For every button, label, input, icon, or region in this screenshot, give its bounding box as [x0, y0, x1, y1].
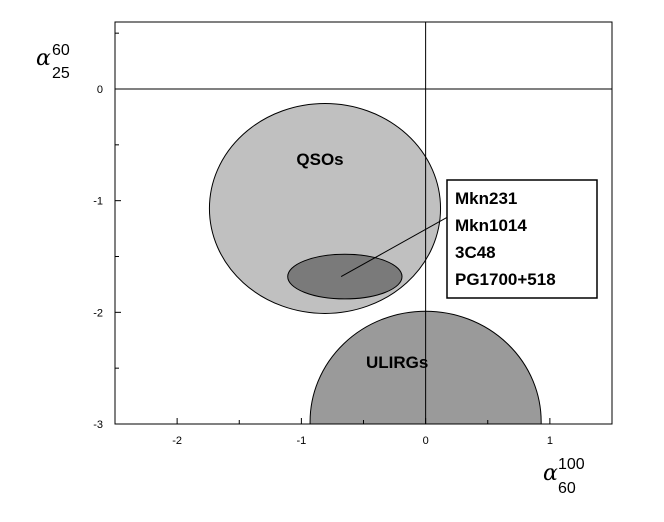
x-tick-label: -2	[172, 435, 182, 447]
annotation-pointer	[340, 213, 454, 278]
ticks-group: 0 -1 -2 -3 -2 -1 0 1	[93, 32, 613, 447]
y-axis-symbol: α	[36, 46, 51, 71]
axis-labels-group: α 60 25 α 100 60	[36, 42, 585, 497]
region-labels-group: QSOs ULIRGs	[296, 150, 428, 372]
annotation-line: Mkn231	[455, 189, 517, 208]
y-tick-label: -1	[93, 196, 103, 208]
annotation-group: Mkn231 Mkn1014 3C48 PG1700+518	[340, 179, 598, 299]
x-tick-label: -1	[296, 435, 306, 447]
y-tick-label: 0	[97, 84, 103, 96]
x-axis-superscript: 100	[558, 456, 585, 473]
region-label-qsos: QSOs	[296, 150, 343, 169]
annotation-line: 3C48	[455, 243, 496, 262]
annotation-line: PG1700+518	[455, 270, 556, 289]
y-axis-subscript: 25	[52, 65, 70, 82]
regions-group	[208, 103, 542, 424]
y-tick-label: -2	[93, 307, 103, 319]
region-overlap-2	[287, 253, 403, 300]
x-tick-label: 0	[423, 435, 429, 447]
region-label-ulirgs: ULIRGs	[366, 353, 428, 372]
x-axis-subscript: 60	[558, 480, 576, 497]
annotation-line: Mkn1014	[455, 216, 527, 235]
reference-lines	[115, 22, 612, 424]
x-axis-symbol: α	[543, 461, 558, 486]
annotation-box	[446, 179, 598, 299]
y-axis-superscript: 60	[52, 42, 70, 59]
y-tick-label: -3	[93, 419, 103, 431]
x-tick-label: 1	[547, 435, 553, 447]
